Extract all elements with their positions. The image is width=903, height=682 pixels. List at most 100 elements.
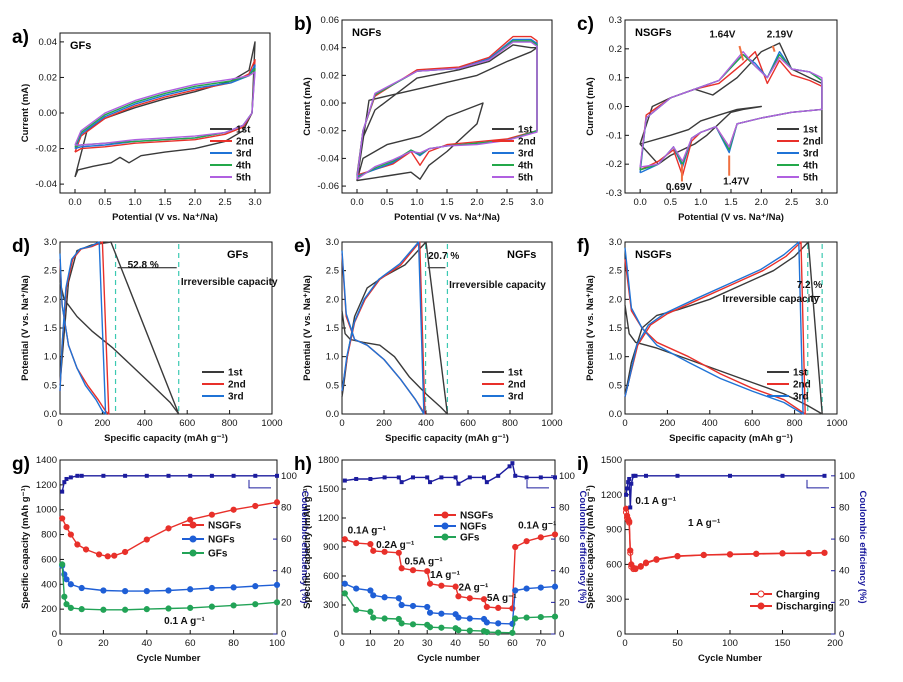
data-point	[111, 552, 118, 559]
data-point	[424, 603, 431, 611]
y-tick-label: 0.0	[326, 409, 339, 420]
y-tick-label: -0.02	[317, 126, 339, 137]
x-axis-label: Specific capacity (mAh g⁻¹)	[104, 433, 228, 444]
data-point	[63, 524, 70, 531]
data-point	[622, 505, 630, 512]
data-point	[370, 592, 377, 599]
x-axis-label: Potential (V vs. Na⁺/Na)	[678, 212, 784, 223]
series-line-ngfs	[344, 583, 556, 625]
y-axis-right-label: Coulombic efficiency (%)	[857, 491, 868, 604]
data-point	[82, 546, 90, 553]
y-tick-label: 1200	[36, 480, 57, 491]
panel-label: a)	[12, 27, 29, 48]
legend-label: 3rd	[508, 392, 524, 403]
ce-point	[507, 464, 512, 469]
x-tick-label: 800	[502, 418, 518, 429]
y-tick-label: 3.0	[44, 237, 57, 248]
data-point	[480, 596, 488, 603]
y-axis-label: Current (mA)	[302, 77, 313, 136]
legend-label: Charging	[776, 590, 820, 601]
panel-title: GFs	[70, 40, 91, 52]
data-point	[100, 606, 107, 613]
ce-point	[513, 473, 518, 478]
y-right-tick-label: 20	[839, 597, 850, 608]
x-tick-label: 50	[672, 638, 683, 649]
series-line-3rd	[341, 241, 425, 415]
panel-label: g)	[12, 454, 30, 475]
y-right-tick-label: 0	[839, 629, 844, 640]
ce-point	[633, 473, 638, 478]
legend-marker	[757, 602, 765, 610]
y-tick-label: 0.5	[326, 380, 339, 391]
ce-point	[629, 481, 634, 486]
data-point	[63, 576, 70, 583]
data-point	[381, 615, 388, 622]
data-point	[726, 551, 734, 558]
data-point	[187, 586, 194, 593]
legend-label: 2nd	[236, 137, 254, 148]
y-tick-label: 1.0	[44, 352, 57, 363]
data-point	[143, 588, 150, 595]
x-tick-label: 100	[269, 638, 285, 649]
data-point	[273, 581, 281, 589]
ce-point	[253, 473, 258, 478]
series-line-2nd	[624, 241, 806, 415]
plot-frame	[59, 459, 278, 635]
ce-point	[342, 478, 347, 483]
series-line-2nd	[356, 35, 538, 176]
ce-point	[428, 480, 433, 485]
series-line-3rd	[624, 241, 804, 415]
x-tick-label: 2.0	[755, 197, 768, 208]
ce-point	[524, 475, 529, 480]
x-tick-label: 100	[722, 638, 738, 649]
data-point	[495, 620, 502, 627]
x-axis-label: Potential (V vs. Na⁺/Na)	[112, 212, 218, 223]
ce-point	[425, 475, 430, 480]
y-tick-label: 0	[334, 629, 339, 640]
annotation: Irreversible capacity	[449, 280, 546, 291]
x-tick-label: 800	[222, 418, 238, 429]
x-tick-label: 0	[339, 638, 344, 649]
x-tick-label: 600	[460, 418, 476, 429]
y-tick-label: 0.00	[39, 108, 58, 119]
y-axis-right-label: Coulombic efficiency (%)	[299, 491, 310, 604]
data-point	[512, 587, 519, 594]
ce-axis-pointer	[806, 479, 829, 489]
y-tick-label: 1.0	[609, 352, 622, 363]
y-tick-label: 1800	[318, 455, 339, 466]
data-point	[632, 565, 639, 572]
legend-label: Discharging	[776, 602, 834, 613]
legend-label: 1st	[508, 368, 523, 379]
y-tick-label: -0.02	[35, 144, 57, 155]
data-point	[367, 541, 374, 548]
legend-label: GFs	[208, 549, 228, 560]
data-point	[438, 582, 445, 589]
data-point	[104, 553, 111, 560]
panel-label: h)	[294, 454, 312, 475]
panel-c: c) 0.0 0.5 1.0 1.5 2.0 2.5 3.0 -0.3 -0.2 -0.1 0.0 0.…	[577, 14, 838, 223]
data-point	[438, 610, 445, 617]
panel-title: NSGFs	[635, 27, 672, 39]
x-tick-label: 600	[744, 418, 760, 429]
data-point	[551, 583, 559, 590]
x-tick-label: 150	[775, 638, 791, 649]
y-tick-label: 1200	[318, 513, 339, 524]
x-tick-label: 60	[507, 638, 518, 649]
y-tick-label: 2.5	[44, 266, 57, 277]
data-point	[409, 602, 417, 610]
data-point	[381, 548, 388, 555]
data-point	[370, 547, 377, 554]
y-tick-label: 1.5	[326, 323, 339, 334]
data-point	[466, 595, 473, 602]
y-tick-label: 0.02	[39, 72, 58, 83]
ce-point	[627, 476, 632, 481]
x-axis-label: Specific capacity (mAh g⁻¹)	[385, 433, 509, 444]
data-point	[512, 543, 519, 551]
x-tick-label: 40	[450, 638, 461, 649]
legend-label: NGFs	[208, 535, 235, 546]
y-right-tick-label: 40	[281, 566, 292, 577]
x-axis-label: Specific capacity (mAh g⁻¹)	[669, 433, 793, 444]
x-tick-label: 1000	[826, 418, 847, 429]
data-point	[409, 621, 417, 628]
annotation: 0.5A g⁻¹	[404, 556, 443, 567]
